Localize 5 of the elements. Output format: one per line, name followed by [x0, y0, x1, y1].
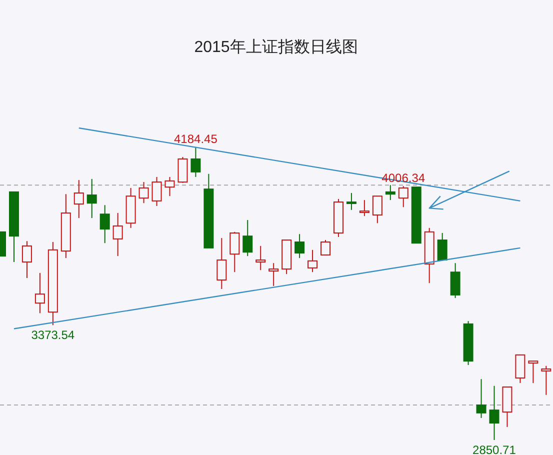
annotations[2]: 3373.54 — [31, 328, 75, 342]
title: 2015年上证指数日线图 — [194, 39, 358, 56]
annotations[0]: 4184.45 — [174, 132, 218, 146]
annotations[1]: 4006.34 — [382, 171, 426, 186]
annotations[3]: 2850.71 — [472, 443, 516, 455]
